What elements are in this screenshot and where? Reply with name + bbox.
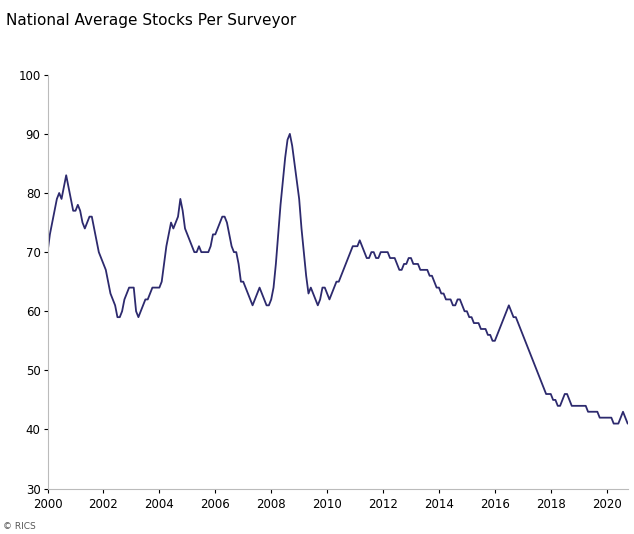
Text: Average Stocks Per Surveyor (Branch): Average Stocks Per Surveyor (Branch): [113, 53, 368, 66]
Text: National Average Stocks Per Surveyor: National Average Stocks Per Surveyor: [6, 13, 297, 28]
Text: © RICS: © RICS: [3, 522, 36, 531]
Text: Level: Level: [13, 53, 48, 66]
